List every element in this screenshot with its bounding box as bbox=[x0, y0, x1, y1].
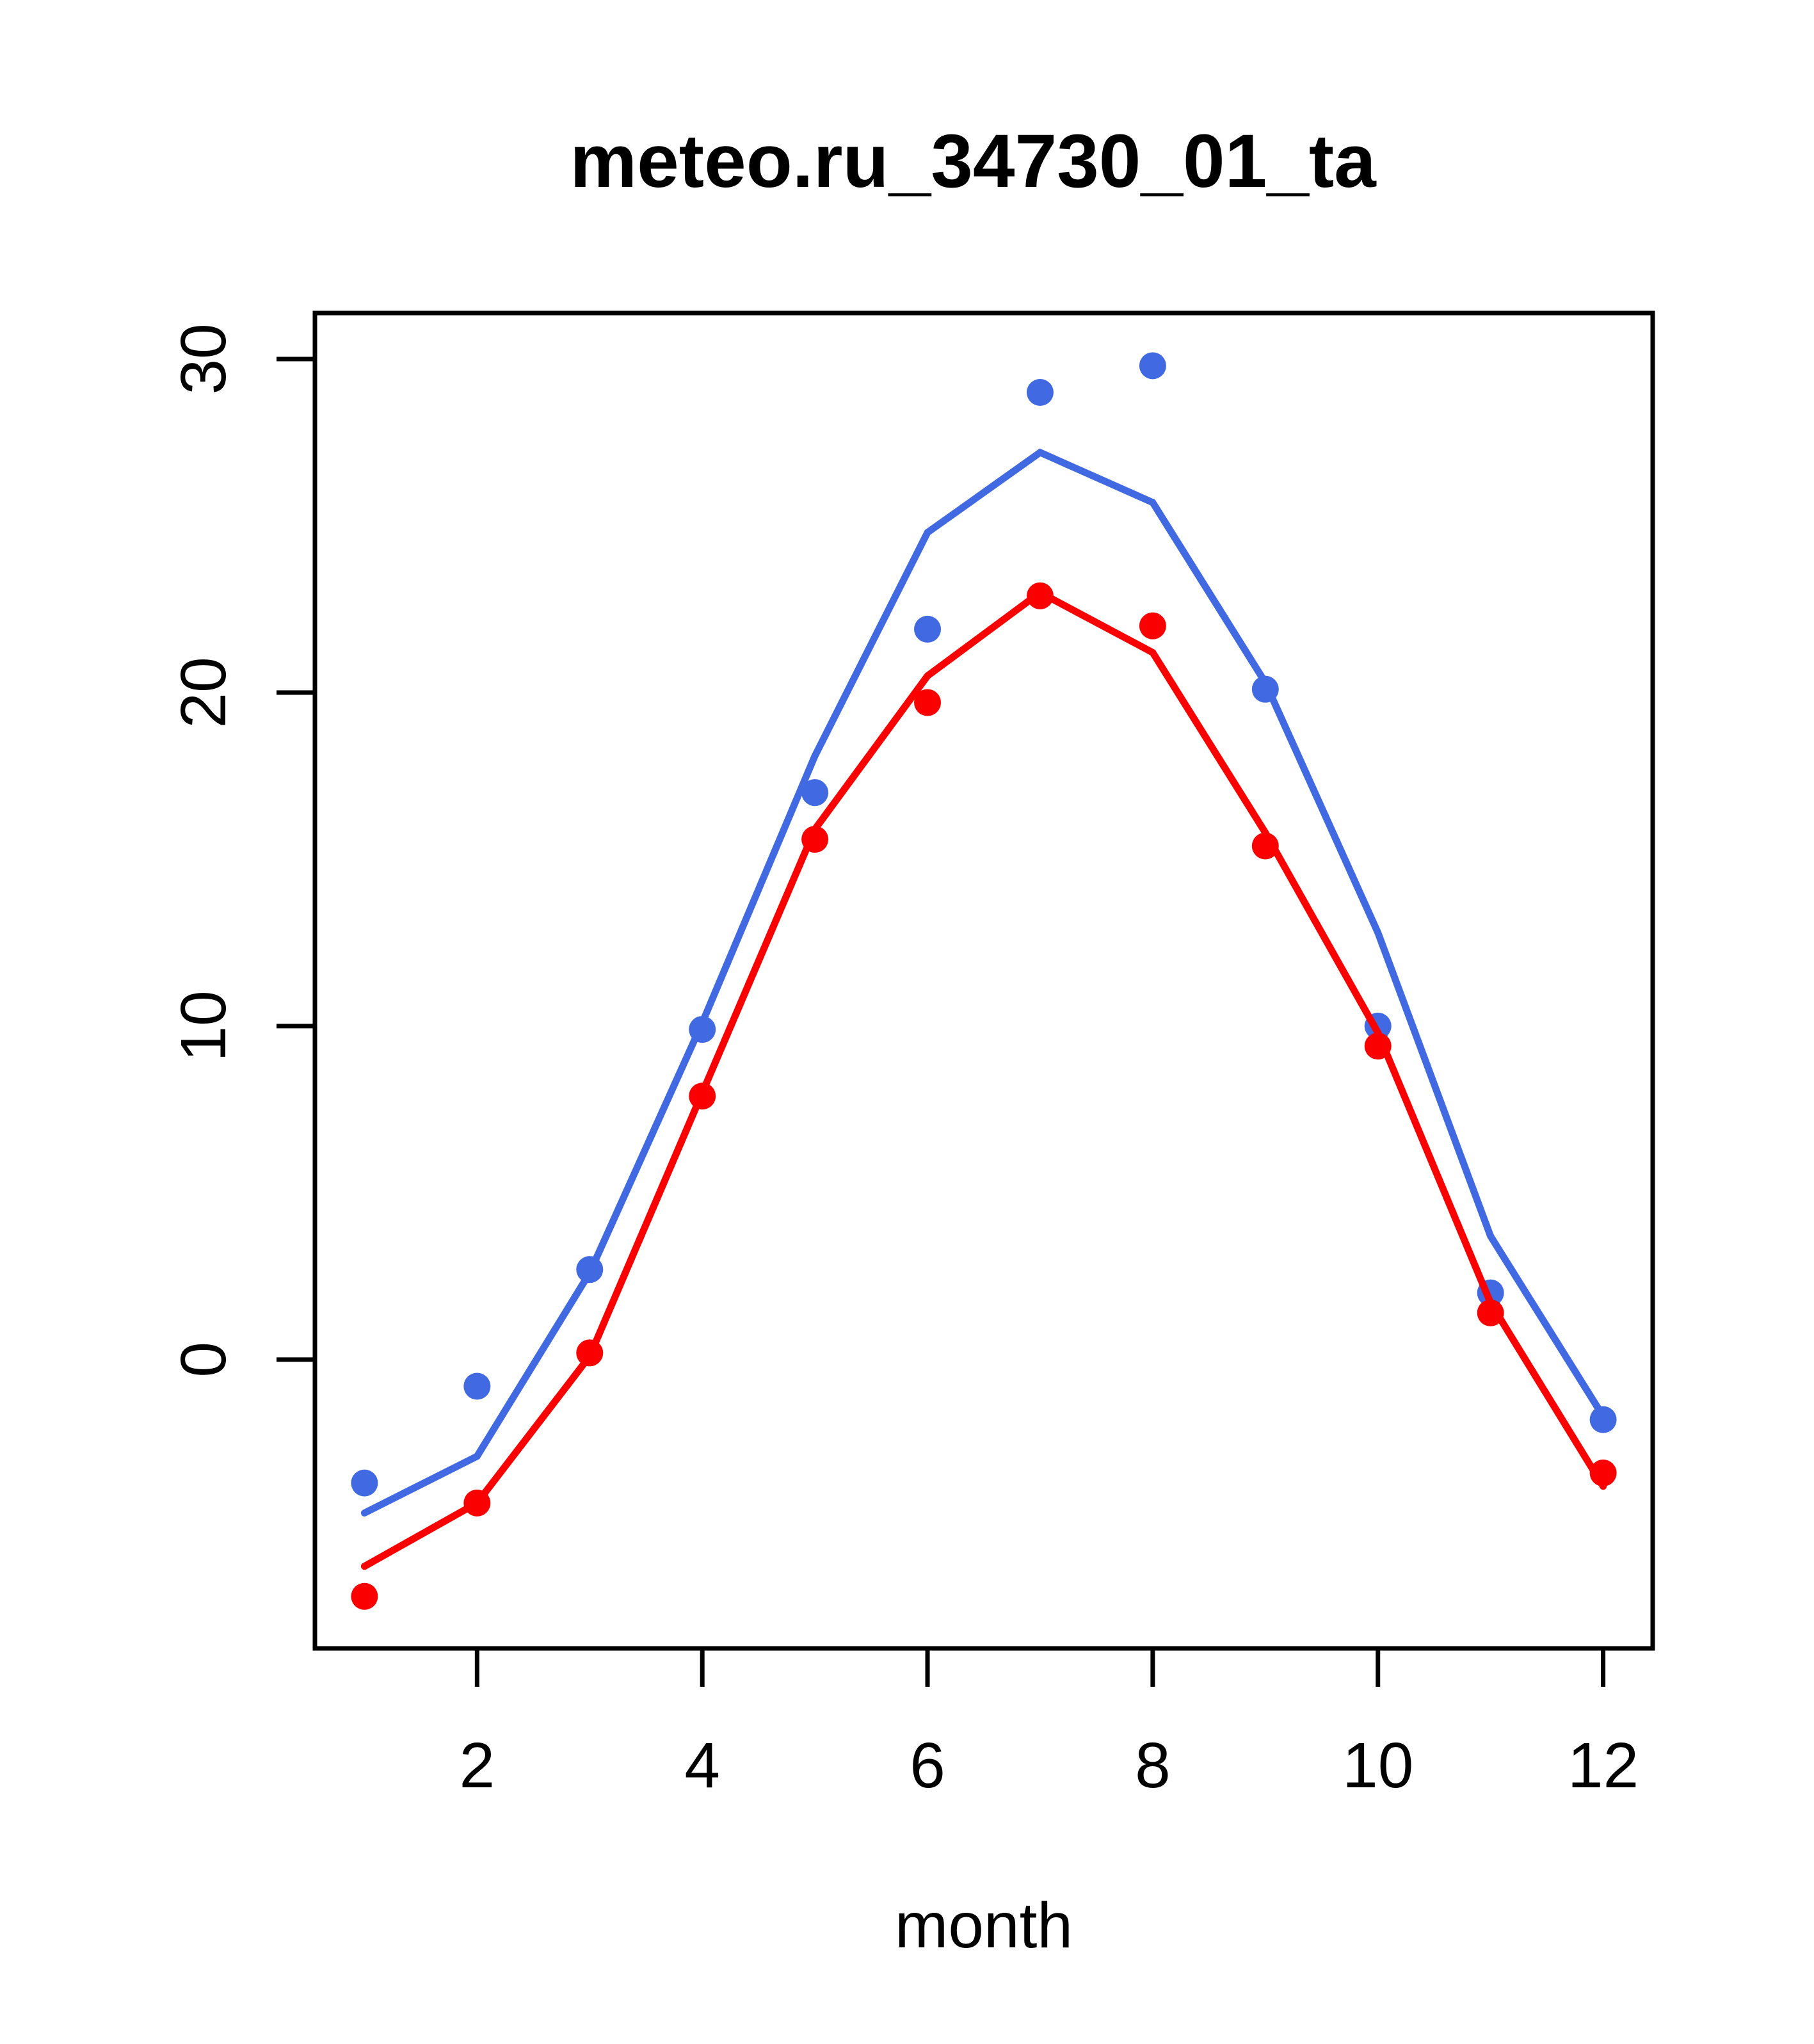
data-point-blue_points-m9 bbox=[1251, 675, 1279, 703]
x-axis-label: month bbox=[895, 1890, 1073, 1961]
x-tick-label: 4 bbox=[684, 1730, 720, 1801]
data-point-red_points-m10 bbox=[1364, 1033, 1392, 1060]
plot-box bbox=[312, 310, 1655, 1651]
x-tick-label: 10 bbox=[1342, 1730, 1413, 1801]
x-tick-label: 12 bbox=[1568, 1730, 1639, 1801]
y-tick-label: 20 bbox=[168, 657, 239, 728]
x-tick-label: 6 bbox=[910, 1730, 945, 1801]
plot-generated-content: 2 4 6 8 10 12 0 10 20 30 bbox=[168, 310, 1655, 1801]
series-red_line bbox=[360, 588, 1607, 1570]
chart-title: meteo.ru_34730_01_ta bbox=[570, 119, 1377, 204]
data-point-blue_points-m5 bbox=[801, 779, 829, 807]
data-point-red_points-m2 bbox=[463, 1489, 491, 1517]
series-blue_line bbox=[360, 448, 1607, 1517]
data-point-red_points-m7 bbox=[1026, 582, 1054, 609]
y-tick-label: 10 bbox=[168, 990, 239, 1061]
data-point-blue_points-m2 bbox=[463, 1372, 491, 1400]
data-point-red_points-m4 bbox=[689, 1082, 716, 1110]
data-point-blue_points-m1 bbox=[351, 1469, 378, 1497]
data-point-blue_points-m7 bbox=[1026, 378, 1054, 406]
data-point-red_points-m1 bbox=[351, 1582, 378, 1610]
x-tick-label: 8 bbox=[1135, 1730, 1171, 1801]
data-point-red_points-m12 bbox=[1589, 1459, 1617, 1486]
data-point-red_points-m11 bbox=[1477, 1299, 1504, 1326]
data-point-red_points-m9 bbox=[1251, 832, 1279, 860]
data-point-red_points-m6 bbox=[914, 689, 942, 716]
data-point-red_points-m3 bbox=[576, 1339, 604, 1367]
data-point-blue_points-m3 bbox=[576, 1256, 604, 1284]
y-tick-label: 0 bbox=[168, 1342, 239, 1378]
data-point-blue_points-m4 bbox=[689, 1016, 716, 1043]
data-point-blue_points-m6 bbox=[914, 615, 942, 643]
data-point-red_points-m5 bbox=[801, 826, 829, 853]
x-tick-label: 2 bbox=[460, 1730, 495, 1801]
data-point-red_points-m8 bbox=[1139, 612, 1166, 640]
data-point-blue_points-m8 bbox=[1139, 352, 1166, 380]
y-tick-label: 30 bbox=[168, 323, 239, 394]
data-point-blue_points-m12 bbox=[1589, 1406, 1617, 1433]
